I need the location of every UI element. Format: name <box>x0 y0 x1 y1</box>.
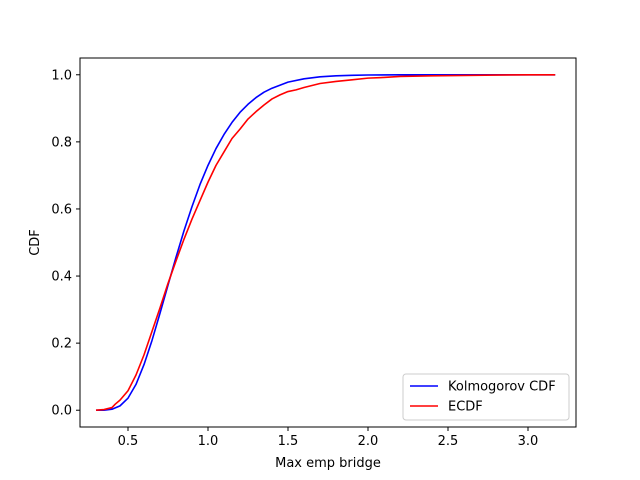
legend-label-ecdf: ECDF <box>448 400 483 415</box>
y-tick-label: 0.2 <box>51 337 72 352</box>
x-axis-label: Max emp bridge <box>275 456 381 471</box>
x-tick-label: 0.5 <box>118 434 139 449</box>
x-tick-label: 2.5 <box>438 434 459 449</box>
y-tick-label: 0.8 <box>51 135 72 150</box>
x-tick-label: 1.5 <box>278 434 299 449</box>
plot-lines <box>95 73 556 412</box>
plot-area-frame <box>79 57 577 428</box>
legend: Kolmogorov CDF ECDF <box>402 373 570 421</box>
y-tick-label: 0.4 <box>51 270 72 285</box>
y-axis-label: CDF <box>28 229 43 256</box>
y-tick-label: 0.0 <box>51 404 72 419</box>
x-axis-ticks: 0.5 1.0 1.5 2.0 2.5 3.0 <box>118 427 539 449</box>
legend-box <box>402 373 570 421</box>
series-line-ecdf <box>95 73 556 412</box>
series-line-kolmogorov-cdf <box>96 73 556 412</box>
y-tick-label: 1.0 <box>51 68 72 83</box>
x-tick-label: 3.0 <box>518 434 539 449</box>
y-axis-ticks: 0.0 0.2 0.4 0.6 0.8 1.0 <box>51 68 80 419</box>
y-tick-label: 0.6 <box>51 202 72 217</box>
x-tick-label: 2.0 <box>358 434 379 449</box>
legend-label-kolmogorov: Kolmogorov CDF <box>448 380 556 395</box>
x-tick-label: 1.0 <box>198 434 219 449</box>
